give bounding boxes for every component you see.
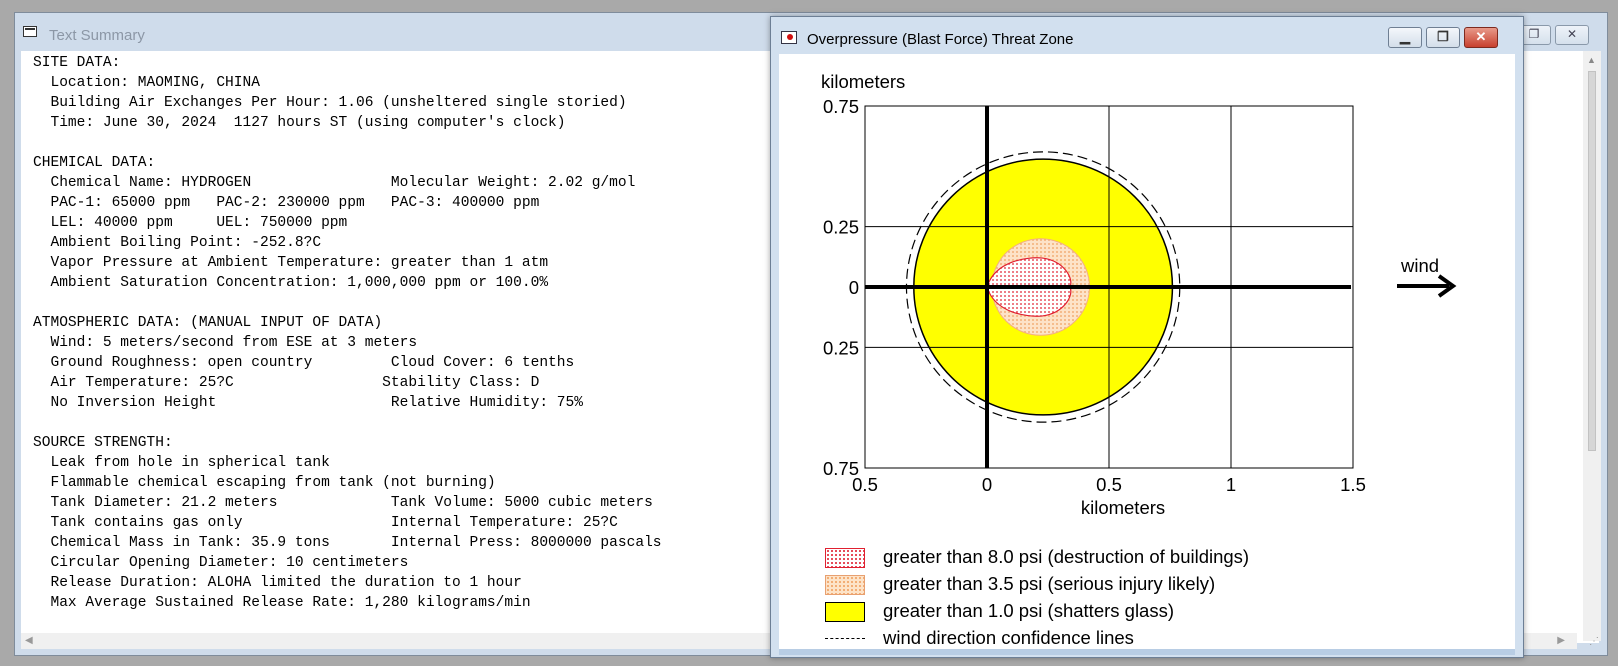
legend: greater than 8.0 psi (destruction of bui… [825, 544, 1385, 652]
restore-icon: ❐ [1528, 27, 1540, 41]
threat-zone-content: 0.5 0 0.5 1 1.5 0.75 0.25 0 0.25 0.75 kilometers … [779, 54, 1515, 651]
legend-label: greater than 1.0 psi (shatters glass) [883, 600, 1175, 621]
legend-label: wind direction confidence lines [883, 627, 1134, 648]
restore-button[interactable]: ❐ [1517, 25, 1551, 45]
scroll-left-icon[interactable]: ◀ [25, 635, 33, 646]
summary-text: SITE DATA: Location: MAOMING, CHINA Buil… [33, 55, 662, 611]
window-icon [23, 26, 37, 37]
y-tick-label: 0.75 [823, 96, 859, 117]
text-summary-title: Text Summary [49, 27, 145, 44]
wind-arrow: wind [1397, 255, 1457, 298]
legend-label: greater than 8.0 psi (destruction of bui… [883, 546, 1250, 567]
threat-zone-window[interactable]: Overpressure (Blast Force) Threat Zone ▁… [770, 16, 1524, 658]
window-bottom-edge [779, 649, 1515, 655]
close-icon: ✕ [1475, 29, 1487, 44]
legend-label: greater than 3.5 psi (serious injury lik… [883, 573, 1216, 594]
x-axis-label: kilometers [1081, 497, 1165, 518]
vertical-scroll-thumb[interactable] [1588, 71, 1596, 451]
x-tick-label: 0.5 [852, 474, 878, 495]
y-tick-label: 0.25 [823, 337, 859, 358]
y-tick-label: 0.25 [823, 217, 859, 238]
close-button[interactable]: ✕ [1464, 27, 1498, 48]
orange-dotted-swatch-icon [825, 575, 865, 595]
x-tick-label: 1.5 [1340, 474, 1366, 495]
close-icon: ✕ [1566, 27, 1578, 41]
scroll-up-icon[interactable]: ▲ [1587, 55, 1596, 65]
wind-arrow-head [1437, 274, 1457, 298]
threat-zone-titlebar[interactable]: Overpressure (Blast Force) Threat Zone ▁… [771, 17, 1523, 53]
text-summary-titlebar[interactable]: Text Summary ❐ ✕ [15, 13, 1607, 49]
resize-grip-icon[interactable]: ⋰ [1589, 636, 1599, 647]
vertical-scrollbar[interactable]: ▲ [1583, 51, 1601, 641]
x-tick-label: 0 [982, 474, 992, 495]
minimize-icon: ▁ [1400, 29, 1410, 44]
y-tick-label: 0.75 [823, 458, 859, 479]
threat-zone-title: Overpressure (Blast Force) Threat Zone [807, 31, 1074, 48]
legend-item-1psi: greater than 1.0 psi (shatters glass) [825, 598, 1385, 625]
red-dotted-swatch-icon [825, 548, 865, 568]
legend-item-8psi: greater than 8.0 psi (destruction of bui… [825, 544, 1385, 571]
legend-item-3-5psi: greater than 3.5 psi (serious injury lik… [825, 571, 1385, 598]
y-tick-label: 0 [849, 277, 859, 298]
wind-label: wind [1400, 255, 1439, 276]
scroll-right-icon[interactable]: ▶ [1557, 635, 1565, 646]
dashed-line-icon [825, 638, 865, 639]
close-button[interactable]: ✕ [1555, 25, 1589, 45]
minimize-button[interactable]: ▁ [1388, 27, 1422, 48]
x-tick-label: 0.5 [1096, 474, 1122, 495]
restore-icon: ❐ [1437, 29, 1449, 44]
x-tick-label: 1 [1226, 474, 1236, 495]
legend-item-confidence: wind direction confidence lines [825, 625, 1385, 652]
aloha-app-icon [781, 31, 797, 44]
restore-button[interactable]: ❐ [1426, 27, 1460, 48]
yellow-swatch-icon [825, 602, 865, 622]
y-axis-label: kilometers [821, 71, 905, 92]
